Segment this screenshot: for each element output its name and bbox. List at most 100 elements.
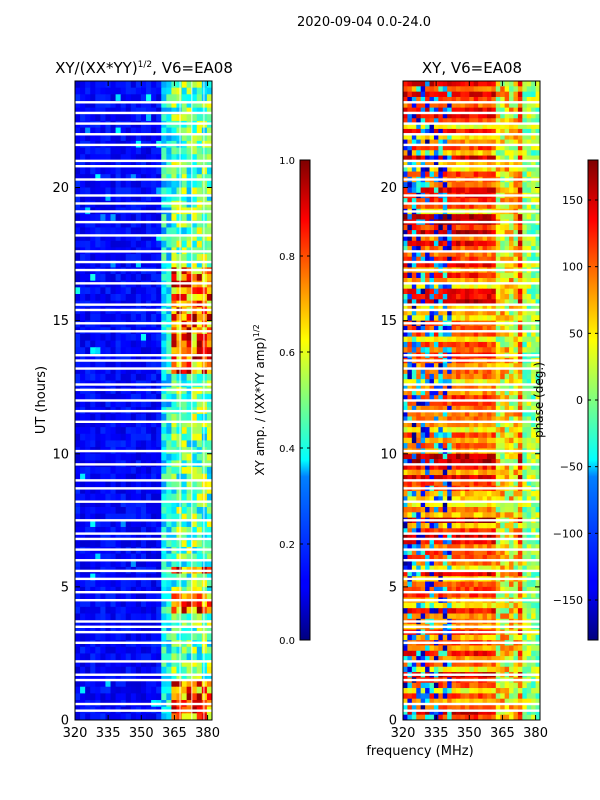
amplitude-cell	[110, 686, 117, 694]
amplitude-cell	[120, 134, 127, 142]
phase-cell	[482, 160, 488, 167]
phase-cell	[509, 373, 514, 380]
phase-cell	[491, 224, 497, 231]
amplitude-cell	[151, 433, 157, 441]
phase-cell	[416, 256, 422, 263]
phase-cell	[500, 187, 506, 194]
amplitude-cell	[85, 560, 91, 568]
amplitude-cell	[196, 294, 203, 302]
phase-cell	[447, 187, 453, 194]
amplitude-cell	[206, 467, 212, 475]
phase-cell	[460, 437, 466, 444]
phase-cell	[531, 341, 537, 348]
amplitude-cell	[191, 507, 198, 515]
amplitude-cell	[90, 94, 96, 102]
phase-cell	[513, 432, 519, 439]
amplitude-cell	[75, 167, 81, 175]
amplitude-cell	[171, 500, 177, 508]
amplitude-cell	[130, 313, 137, 322]
amplitude-cell	[120, 487, 127, 495]
phase-cell	[403, 81, 408, 87]
phase-cell	[407, 256, 413, 263]
amplitude-cell	[115, 600, 122, 608]
amplitude-cell	[115, 413, 122, 421]
amplitude-cell	[85, 287, 91, 295]
amplitude-cell	[140, 294, 147, 302]
amplitude-cell	[90, 606, 96, 614]
amplitude-cell	[161, 686, 167, 694]
phase-cell	[429, 283, 435, 290]
amplitude-cell	[191, 274, 198, 282]
amplitude-cell	[80, 353, 86, 362]
amplitude-cell	[156, 573, 162, 581]
phase-cell	[526, 373, 532, 380]
amplitude-cell	[135, 693, 142, 701]
amplitude-cell	[80, 147, 86, 155]
amplitude-cell	[156, 254, 162, 262]
phase-cell	[420, 427, 426, 433]
phase-cell	[433, 240, 439, 247]
phase-cell	[451, 427, 457, 433]
amplitude-cell	[75, 214, 81, 222]
amplitude-cell	[156, 214, 162, 222]
amplitude-cell	[115, 174, 122, 182]
phase-cell	[535, 443, 540, 449]
amplitude-cell	[146, 107, 152, 115]
phase-cell	[478, 325, 484, 332]
phase-cell	[482, 112, 488, 119]
phase-cell	[420, 469, 426, 476]
amplitude-cell	[100, 340, 106, 348]
amplitude-cell	[90, 214, 96, 222]
amplitude-cell	[176, 214, 183, 222]
phase-cell	[495, 405, 501, 412]
phase-cell	[531, 235, 537, 242]
amplitude-cell	[146, 313, 152, 322]
amplitude-cell	[105, 294, 112, 302]
amplitude-cell	[186, 660, 193, 668]
amplitude-cell	[80, 713, 86, 720]
amplitude-cell	[176, 313, 183, 322]
amplitude-cell	[80, 553, 86, 561]
phase-cell	[500, 294, 506, 300]
phase-cell	[495, 118, 501, 125]
amplitude-cell	[206, 473, 212, 481]
amplitude-cell	[120, 94, 127, 102]
amplitude-cell	[105, 234, 112, 242]
amplitude-cell	[151, 294, 157, 302]
phase-cell	[416, 230, 422, 236]
phase-cell	[429, 123, 435, 130]
amplitude-cell	[186, 606, 193, 614]
phase-cell	[464, 379, 470, 386]
phase-cell	[407, 230, 413, 236]
phase-cell	[500, 198, 506, 204]
amplitude-cell	[186, 507, 193, 515]
amplitude-cell	[151, 400, 157, 408]
amplitude-cell	[146, 487, 152, 495]
phase-cell	[456, 453, 461, 460]
amplitude-cell	[186, 134, 193, 142]
amplitude-cell	[151, 467, 157, 475]
amplitude-cell	[125, 154, 132, 162]
phase-cell	[469, 384, 475, 391]
phase-cell	[442, 240, 448, 247]
amplitude-cell	[110, 533, 117, 541]
phase-cell	[513, 437, 519, 444]
amplitude-cell	[75, 526, 81, 535]
phase-cell	[482, 240, 488, 247]
phase-cell	[438, 443, 444, 449]
amplitude-cell	[146, 367, 152, 375]
amplitude-cell	[206, 660, 212, 668]
phase-cell	[464, 160, 470, 167]
amplitude-cell	[181, 433, 188, 441]
phase-cell	[495, 150, 501, 157]
amplitude-cell	[166, 420, 172, 428]
phase-cell	[433, 235, 439, 242]
phase-cell	[447, 283, 453, 290]
phase-cell	[433, 416, 439, 423]
phase-cell	[460, 384, 466, 391]
phase-cell	[495, 373, 501, 380]
phase-cell	[482, 214, 488, 220]
amplitude-cell	[95, 81, 101, 89]
amplitude-cell	[75, 313, 81, 322]
phase-cell	[442, 262, 448, 268]
